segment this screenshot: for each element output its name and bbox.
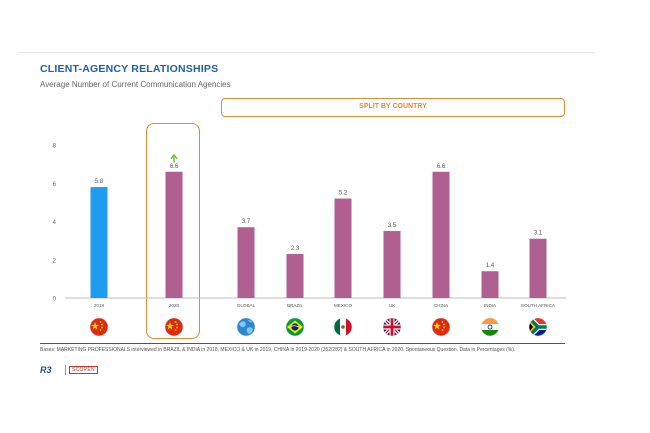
page-subtitle: Average Number of Current Communication … [40, 80, 231, 89]
y-tick-label: 4 [53, 220, 57, 226]
flag-border [333, 317, 353, 337]
flag-border [285, 317, 305, 337]
china-flag-icon [90, 318, 108, 336]
page-title: CLIENT-AGENCY RELATIONSHIPS [40, 63, 219, 75]
data-label: 6.6 [437, 164, 446, 170]
x-tick-label: GLOBAL [237, 303, 256, 308]
footer-divider [40, 343, 565, 344]
south-africa-flag-icon [529, 318, 547, 336]
flag-border [528, 317, 548, 337]
data-label: 5.2 [339, 191, 348, 197]
bar-2020 [165, 171, 183, 298]
r3-logo: R3 [40, 365, 52, 375]
bar-brazil [286, 254, 304, 298]
china-flag-icon [165, 318, 183, 336]
flag-border [89, 317, 109, 337]
bar-china [432, 171, 450, 298]
globe-icon [237, 318, 255, 336]
logo-separator [65, 365, 66, 375]
bar-south-africa [529, 238, 547, 298]
data-label: 3.5 [388, 223, 397, 229]
india-flag-icon [481, 318, 499, 336]
flag-border [480, 317, 500, 337]
y-tick-label: 2 [53, 258, 57, 264]
x-tick-label: 2020 [169, 303, 180, 308]
flag-border [382, 317, 402, 337]
split-by-country-callout: SPLIT BY COUNTRY [221, 98, 565, 117]
scopen-logo: SCOPEN [69, 366, 98, 374]
y-tick-label: 6 [53, 182, 57, 188]
x-tick-label: CHINA [434, 303, 449, 308]
data-label: 6.6 [170, 164, 179, 170]
bar-2018 [90, 187, 108, 298]
uk-flag-icon [383, 318, 401, 336]
data-label: 3.1 [534, 231, 543, 237]
y-tick-label: 8 [53, 144, 57, 150]
brazil-flag-icon [286, 318, 304, 336]
data-label: 2.3 [291, 246, 300, 252]
y-tick-label: 0 [53, 297, 57, 303]
flag-border [236, 317, 256, 337]
flag-border [431, 317, 451, 337]
china-flag-icon [432, 318, 450, 336]
split-by-country-label: SPLIT BY COUNTRY [359, 103, 427, 110]
bar-india [481, 271, 499, 298]
data-label: 1.4 [486, 263, 495, 269]
flag-border [164, 317, 184, 337]
x-tick-label: INDIA [484, 303, 497, 308]
bar-global [237, 227, 255, 298]
up-arrow-icon [170, 154, 178, 163]
x-tick-label: MEXICO [334, 303, 353, 308]
bar-mexico [334, 198, 352, 298]
mexico-flag-icon [334, 318, 352, 336]
data-label: 3.7 [242, 219, 251, 225]
data-label: 5.8 [95, 179, 104, 185]
bar-uk [383, 231, 401, 298]
x-tick-label: BRAZIL [287, 303, 304, 308]
highlight-2020-box [146, 123, 200, 339]
x-tick-label: 2018 [94, 303, 105, 308]
x-tick-label: SOUTH AFRICA [521, 303, 556, 308]
footer-note: Bases: MARKETING PROFESSIONALS interview… [40, 347, 516, 353]
x-tick-label: UK [389, 303, 396, 308]
